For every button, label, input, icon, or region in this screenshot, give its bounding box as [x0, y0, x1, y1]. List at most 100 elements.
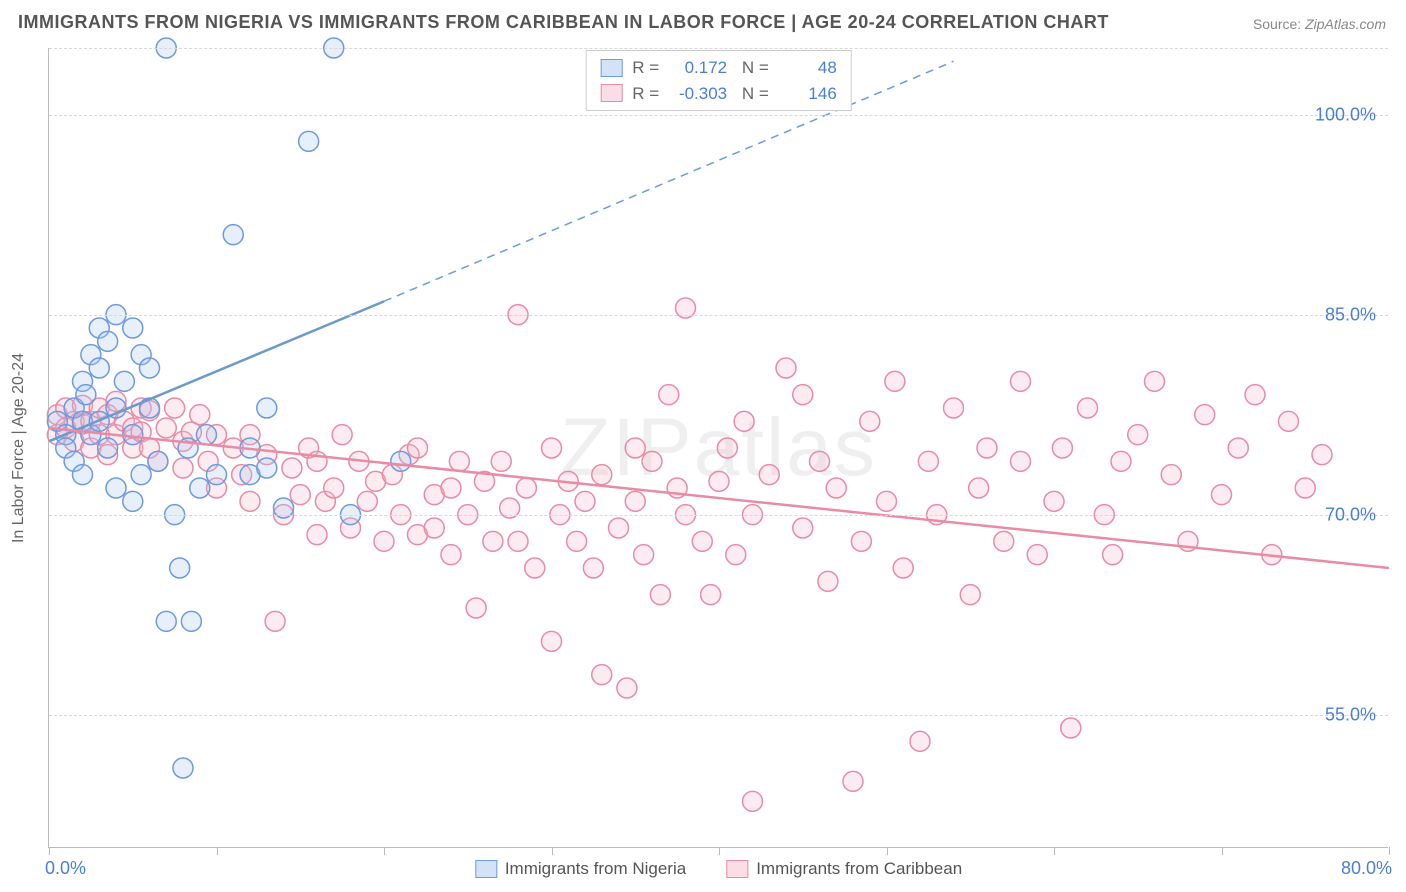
data-point	[181, 611, 201, 631]
data-point	[223, 225, 243, 245]
data-point	[1078, 398, 1098, 418]
x-tick	[887, 847, 888, 855]
gridline	[49, 315, 1388, 316]
data-point	[196, 425, 216, 445]
x-axis-max-label: 80.0%	[1341, 858, 1392, 879]
data-point	[893, 558, 913, 578]
data-point	[441, 478, 461, 498]
data-point	[123, 318, 143, 338]
data-point	[625, 438, 645, 458]
data-point	[717, 438, 737, 458]
data-point	[265, 611, 285, 631]
data-point	[793, 518, 813, 538]
r-value: -0.303	[669, 81, 727, 107]
stat-label: N =	[737, 55, 769, 81]
gridline	[49, 715, 1388, 716]
data-point	[257, 458, 277, 478]
data-point	[734, 411, 754, 431]
data-point	[877, 491, 897, 511]
x-tick	[1389, 847, 1390, 855]
chart-svg	[49, 48, 1388, 847]
data-point	[910, 731, 930, 751]
data-point	[1111, 451, 1131, 471]
legend-item: Immigrants from Caribbean	[726, 859, 962, 879]
source-attribution: Source: ZipAtlas.com	[1253, 16, 1386, 32]
data-point	[324, 478, 344, 498]
r-value: 0.172	[669, 55, 727, 81]
data-point	[466, 598, 486, 618]
data-point	[634, 545, 654, 565]
x-tick	[217, 847, 218, 855]
data-point	[1228, 438, 1248, 458]
legend-row: R =0.172 N =48	[600, 55, 837, 81]
chart-title: IMMIGRANTS FROM NIGERIA VS IMMIGRANTS FR…	[18, 12, 1109, 33]
data-point	[1011, 371, 1031, 391]
data-point	[1052, 438, 1072, 458]
data-point	[885, 371, 905, 391]
data-point	[542, 438, 562, 458]
data-point	[156, 418, 176, 438]
data-point	[575, 491, 595, 511]
data-point	[542, 631, 562, 651]
data-point	[148, 451, 168, 471]
gridline	[49, 515, 1388, 516]
data-point	[1103, 545, 1123, 565]
data-point	[1145, 371, 1165, 391]
data-point	[1061, 718, 1081, 738]
y-tick-label: 55.0%	[1325, 704, 1376, 725]
data-point	[441, 545, 461, 565]
data-point	[1044, 491, 1064, 511]
legend-swatch	[600, 59, 622, 77]
x-tick	[384, 847, 385, 855]
data-point	[592, 665, 612, 685]
x-axis-min-label: 0.0%	[45, 858, 86, 879]
gridline	[49, 48, 1388, 49]
data-point	[89, 358, 109, 378]
series-legend: Immigrants from Nigeria Immigrants from C…	[475, 859, 962, 879]
data-point	[759, 465, 779, 485]
stat-label: N =	[737, 81, 769, 107]
data-point	[299, 131, 319, 151]
legend-item: Immigrants from Nigeria	[475, 859, 686, 879]
data-point	[843, 771, 863, 791]
data-point	[1312, 445, 1332, 465]
data-point	[793, 385, 813, 405]
data-point	[617, 678, 637, 698]
data-point	[1279, 411, 1299, 431]
data-point	[449, 451, 469, 471]
y-tick-label: 85.0%	[1325, 304, 1376, 325]
n-value: 146	[779, 81, 837, 107]
data-point	[257, 398, 277, 418]
data-point	[1195, 405, 1215, 425]
data-point	[424, 518, 444, 538]
data-point	[726, 545, 746, 565]
data-point	[1161, 465, 1181, 485]
data-point	[408, 438, 428, 458]
data-point	[491, 451, 511, 471]
y-tick-label: 70.0%	[1325, 504, 1376, 525]
data-point	[240, 491, 260, 511]
data-point	[332, 425, 352, 445]
data-point	[165, 398, 185, 418]
legend-swatch	[475, 860, 497, 878]
data-point	[609, 518, 629, 538]
data-point	[131, 465, 151, 485]
data-point	[860, 411, 880, 431]
data-point	[583, 558, 603, 578]
data-point	[642, 451, 662, 471]
data-point	[650, 585, 670, 605]
data-point	[173, 758, 193, 778]
data-point	[106, 478, 126, 498]
y-axis-title: In Labor Force | Age 20-24	[10, 352, 28, 542]
data-point	[508, 531, 528, 551]
legend-label: Immigrants from Nigeria	[505, 859, 686, 879]
x-tick	[552, 847, 553, 855]
x-tick	[1054, 847, 1055, 855]
data-point	[190, 478, 210, 498]
data-point	[977, 438, 997, 458]
data-point	[98, 331, 118, 351]
stat-label: R =	[632, 55, 659, 81]
legend-row: R =-0.303 N =146	[600, 81, 837, 107]
legend-swatch	[726, 860, 748, 878]
data-point	[944, 398, 964, 418]
